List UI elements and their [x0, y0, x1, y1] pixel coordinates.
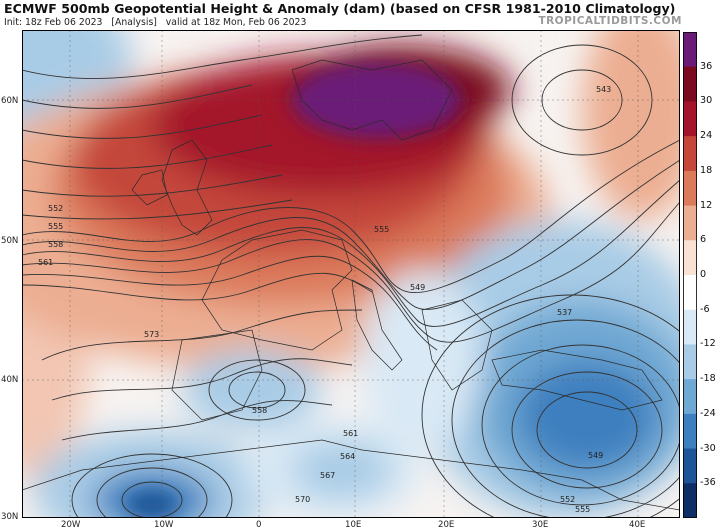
- contour-label: 573: [144, 330, 159, 339]
- contour-label: 558: [48, 240, 63, 249]
- colorbar-swatch: [683, 136, 697, 172]
- colorbar-swatch: [683, 344, 697, 380]
- contour-label: 564: [340, 452, 355, 461]
- anomaly-map: 543 552 555 558 561 573 555 549 537 558 …: [22, 30, 680, 518]
- lat-label-60n: 60N: [1, 96, 19, 106]
- colorbar-tick-label: 12: [700, 199, 713, 211]
- contour-label: 549: [410, 283, 425, 292]
- contour-label: 570: [295, 495, 310, 504]
- lon-label-10e: 10E: [345, 520, 362, 530]
- colorbar-swatch: [683, 448, 697, 484]
- colorbar-swatch: [683, 275, 697, 311]
- lat-label-40n: 40N: [1, 375, 19, 385]
- colorbar-tick-label: -18: [700, 373, 716, 385]
- graticule: [22, 30, 680, 518]
- lon-label-0: 0: [256, 520, 262, 530]
- colorbar-tick-label: 36: [700, 60, 713, 72]
- coastlines: [22, 59, 680, 511]
- init-time: Init: 18z Feb 06 2023: [4, 17, 103, 28]
- contour-label: 561: [343, 429, 358, 438]
- chart-subtitle: Init: 18z Feb 06 2023 [Analysis] valid a…: [4, 17, 306, 28]
- valid-time: valid at 18z Mon, Feb 06 2023: [165, 17, 307, 28]
- contour-label: 555: [48, 222, 63, 231]
- colorbar-swatch: [683, 32, 697, 68]
- colorbar-tick-label: 6: [700, 234, 707, 246]
- colorbar-swatch: [683, 379, 697, 415]
- colorbar-tick-label: 30: [700, 95, 713, 107]
- lat-label-30n: 30N: [1, 512, 19, 522]
- chart-title: ECMWF 500mb Geopotential Height & Anomal…: [4, 1, 676, 16]
- colorbar-swatch: [683, 205, 697, 241]
- colorbar-swatch: [683, 413, 697, 450]
- colorbar-swatch: [683, 240, 697, 276]
- colorbar-tick-label: -12: [700, 338, 716, 350]
- colorbar-tick-label: -36: [700, 477, 716, 489]
- contour-label: 537: [557, 308, 572, 317]
- lat-label-50n: 50N: [1, 236, 19, 246]
- colorbar-tick-label: 0: [700, 269, 707, 280]
- colorbar-swatch: [683, 170, 697, 207]
- colorbar-tick-label: -6: [700, 303, 710, 315]
- contour-label: 555: [374, 225, 389, 234]
- colorbar-swatch: [683, 101, 697, 137]
- brand-watermark: TROPICALTIDBITS.COM: [538, 15, 682, 27]
- lon-label-10w: 10W: [154, 520, 174, 530]
- anomaly-colorbar: [683, 32, 697, 518]
- contour-label: 552: [560, 495, 575, 504]
- colorbar-tick-label: -30: [700, 442, 716, 454]
- contour-label: 552: [48, 204, 63, 213]
- lon-label-30e: 30E: [532, 520, 549, 530]
- colorbar-tick-label: -24: [700, 407, 716, 419]
- contour-label: 558: [252, 406, 267, 415]
- colorbar-swatch: [683, 483, 697, 518]
- colorbar-swatch: [683, 309, 697, 345]
- lon-label-40e: 40E: [629, 520, 646, 530]
- contour-label: 567: [320, 471, 335, 480]
- lon-label-20w: 20W: [61, 520, 81, 530]
- height-contours: [22, 34, 680, 518]
- colorbar-tick-label: 24: [700, 130, 713, 142]
- contour-labels: 543 552 555 558 561 573 555 549 537 558 …: [38, 85, 611, 514]
- colorbar-tick-label: 18: [700, 164, 713, 176]
- lon-label-20e: 20E: [438, 520, 455, 530]
- colorbar-swatch: [683, 66, 697, 102]
- contour-label: 561: [38, 258, 53, 267]
- analysis-tag: [Analysis]: [111, 17, 157, 28]
- contour-label: 543: [596, 85, 611, 94]
- contour-label: 555: [575, 505, 590, 514]
- contour-label: 549: [588, 451, 603, 460]
